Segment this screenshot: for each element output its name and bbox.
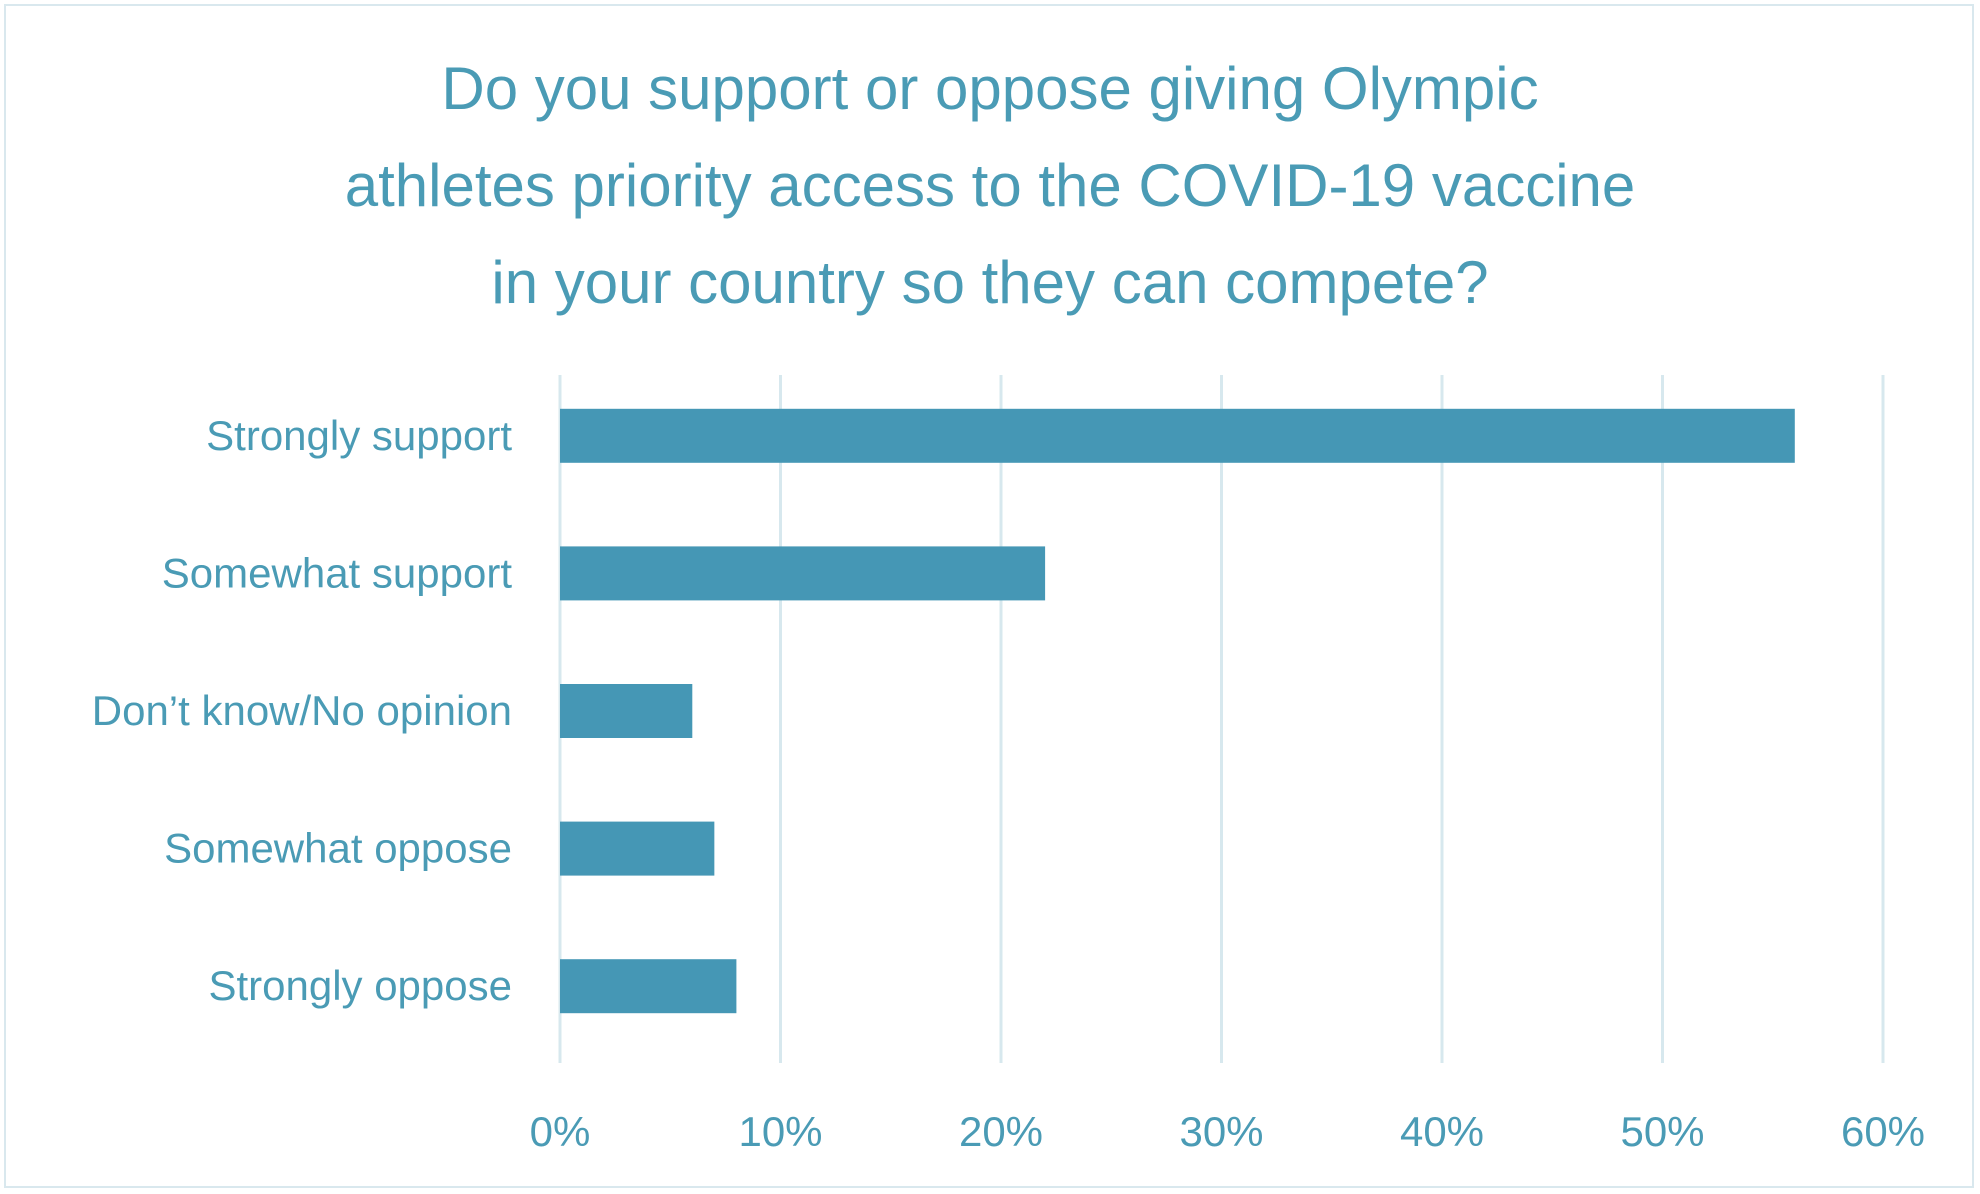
title-line-1: Do you support or oppose giving Olympic <box>441 55 1539 122</box>
title-line-2: athletes priority access to the COVID-19… <box>344 152 1636 219</box>
x-tick-label: 60% <box>1841 1108 1925 1155</box>
category-label: Somewhat support <box>162 549 513 596</box>
x-tick-label: 0% <box>530 1108 591 1155</box>
bar <box>560 684 693 738</box>
x-tick-label: 40% <box>1400 1108 1484 1155</box>
title-line-3: in your country so they can compete? <box>491 249 1489 316</box>
x-tick-label: 30% <box>1179 1108 1263 1155</box>
category-label: Don’t know/No opinion <box>92 687 512 734</box>
chart-frame <box>4 4 1974 1188</box>
x-tick-label: 50% <box>1620 1108 1704 1155</box>
chart-title: Do you support or oppose giving Olympic … <box>0 40 1980 331</box>
x-tick-label: 20% <box>959 1108 1043 1155</box>
x-tick-label: 10% <box>738 1108 822 1155</box>
category-label: Somewhat oppose <box>164 825 512 872</box>
bar <box>560 408 1795 463</box>
bar <box>560 959 737 1014</box>
bar <box>560 546 1046 601</box>
category-label: Strongly support <box>206 412 512 459</box>
bar <box>560 821 715 876</box>
category-label: Strongly oppose <box>208 962 512 1009</box>
